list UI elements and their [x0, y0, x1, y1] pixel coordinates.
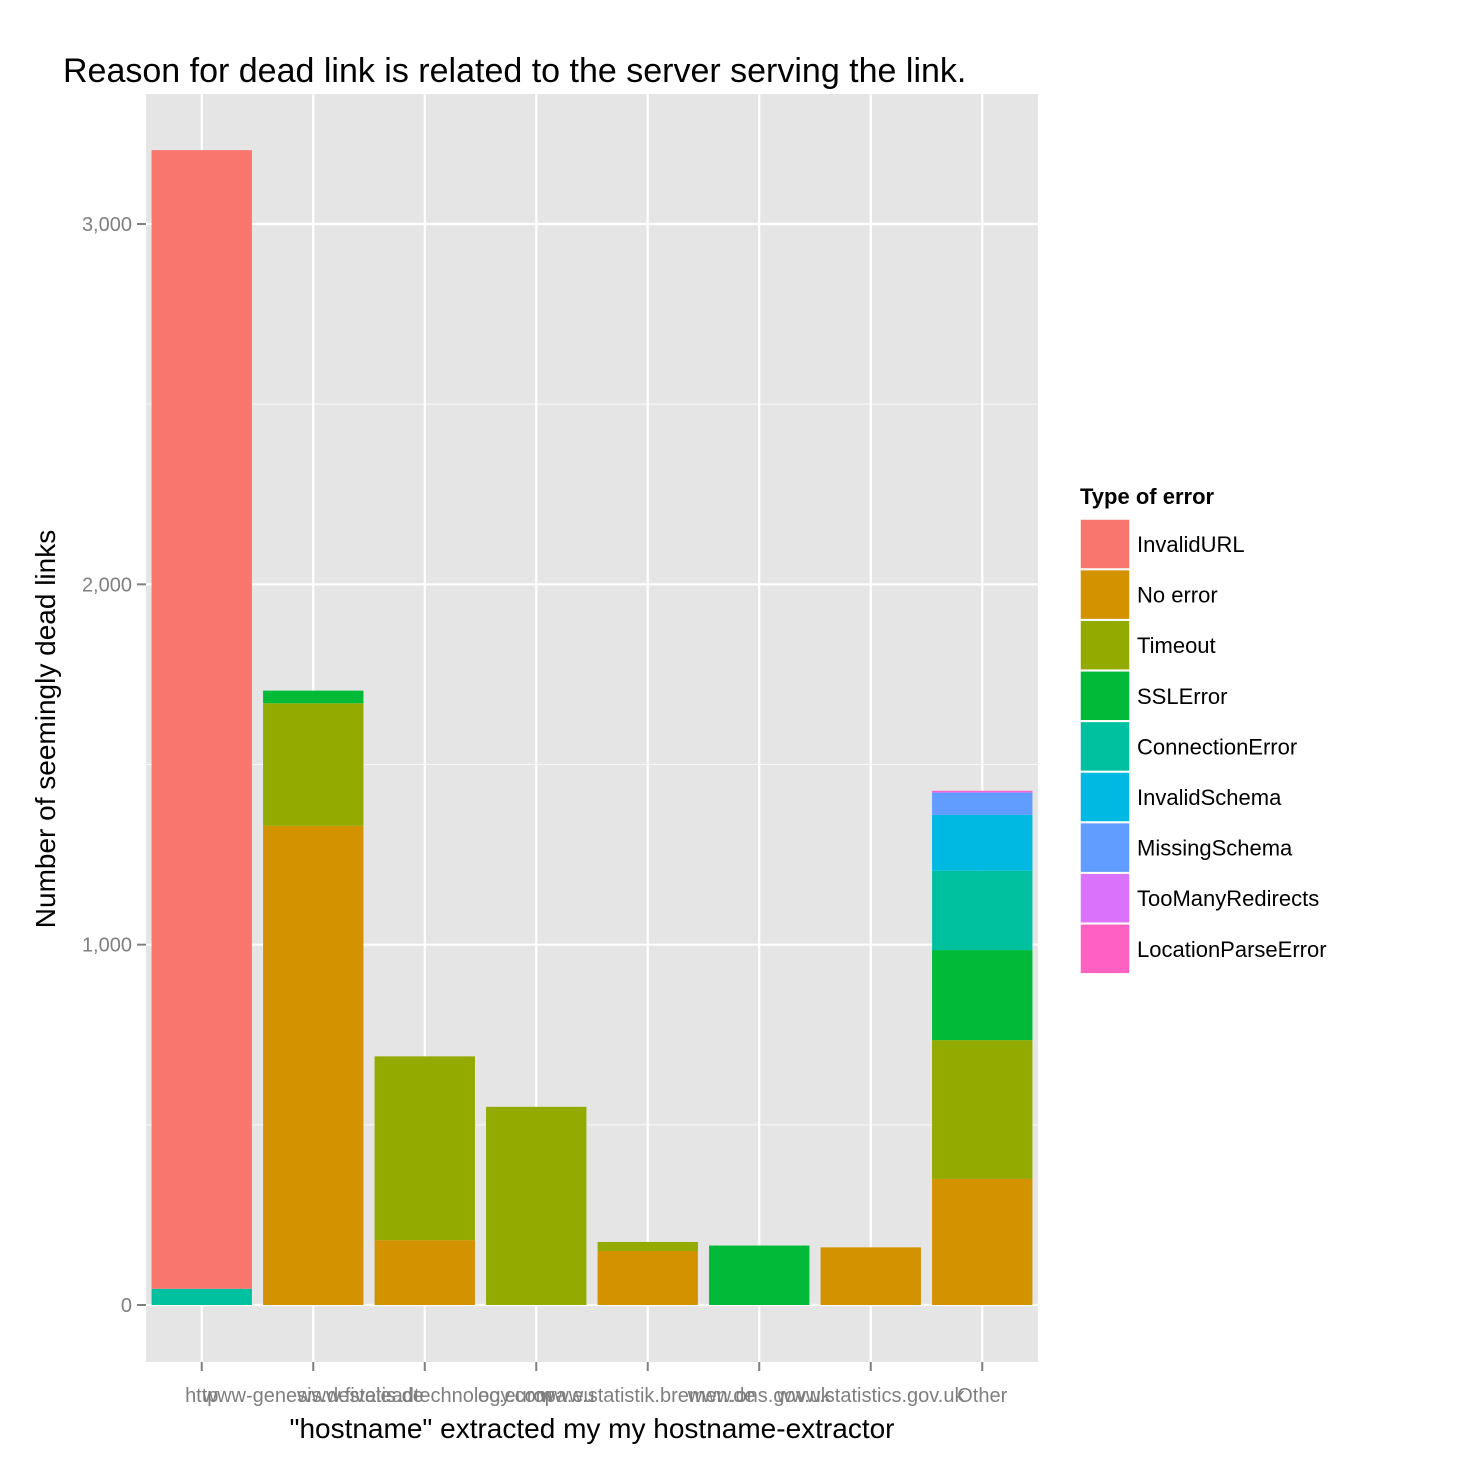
bar-segment: [374, 1056, 475, 1241]
bar-segment: [151, 150, 252, 1289]
y-tick-label: 0: [121, 1295, 132, 1317]
x-tick-label: www.statistik.bremen.de: [539, 1385, 756, 1407]
legend-label: TooManyRedirects: [1137, 886, 1319, 911]
bar-segment: [709, 1245, 810, 1305]
legend-key: [1079, 619, 1131, 671]
x-axis-title: "hostname" extracted my my hostname-extr…: [290, 1413, 895, 1444]
bar-segment: [932, 814, 1033, 871]
x-tick-label: www-genesis.destatis.de: [202, 1385, 424, 1407]
legend-key: [1079, 821, 1131, 874]
legend-label: InvalidURL: [1137, 532, 1245, 557]
legend-key: [1079, 568, 1131, 621]
bar-segment: [486, 1106, 587, 1305]
x-tick-label: www.fiveleadtechnology.com: [296, 1385, 552, 1407]
legend-key: [1079, 923, 1131, 975]
bar-segment: [374, 1240, 475, 1305]
legend-key: [1079, 670, 1131, 722]
legend-label: SSLError: [1137, 684, 1227, 709]
legend-label: MissingSchema: [1137, 836, 1293, 861]
x-tick-label: ec.europa.eu: [478, 1385, 595, 1407]
bar-segment: [932, 791, 1033, 793]
y-tick-label: 3,000: [82, 214, 132, 236]
bar-segment: [820, 1247, 921, 1305]
legend-key: [1079, 771, 1131, 823]
bar-segment: [263, 825, 364, 1305]
legend: Type of error InvalidURL No error Timeout S…: [1079, 484, 1327, 975]
bar-segment: [932, 790, 1033, 792]
legend-title: Type of error: [1080, 484, 1215, 509]
legend-key: [1079, 518, 1131, 570]
bar-segment: [263, 690, 364, 704]
legend-label: No error: [1137, 583, 1218, 608]
bar-segment: [597, 1250, 698, 1305]
bar-segment: [597, 1241, 698, 1251]
chart-title: Reason for dead link is related to the s…: [63, 52, 966, 90]
legend-label: InvalidSchema: [1137, 785, 1282, 810]
x-axis: httpwww-genesis.destatis.dewww.fiveleadt…: [185, 1362, 1008, 1407]
bar-segment: [932, 1040, 1033, 1179]
legend-key: [1079, 720, 1131, 773]
bars: [151, 150, 1033, 1305]
y-axis-title: Number of seemingly dead links: [30, 530, 61, 928]
bar-segment: [151, 1288, 252, 1305]
bar-segment: [932, 870, 1033, 951]
x-tick-label: http: [185, 1385, 218, 1407]
bar-segment: [932, 1178, 1033, 1305]
legend-label: LocationParseError: [1137, 937, 1327, 962]
bar-segment: [263, 703, 364, 826]
x-tick-label: www.statistics.gov.uk: [776, 1385, 965, 1407]
y-tick-label: 2,000: [82, 574, 132, 596]
legend-label: Timeout: [1137, 633, 1216, 658]
legend-key: [1079, 872, 1131, 924]
x-tick-label: Other: [957, 1385, 1007, 1407]
bar-segment: [932, 950, 1033, 1041]
x-tick-label: www.ons.gov.uk: [687, 1385, 832, 1407]
y-tick-label: 1,000: [82, 935, 132, 957]
legend-label: ConnectionError: [1137, 734, 1297, 759]
bar-segment: [932, 792, 1033, 815]
y-axis: 0 1,000 2,000 3,000: [82, 214, 146, 1317]
